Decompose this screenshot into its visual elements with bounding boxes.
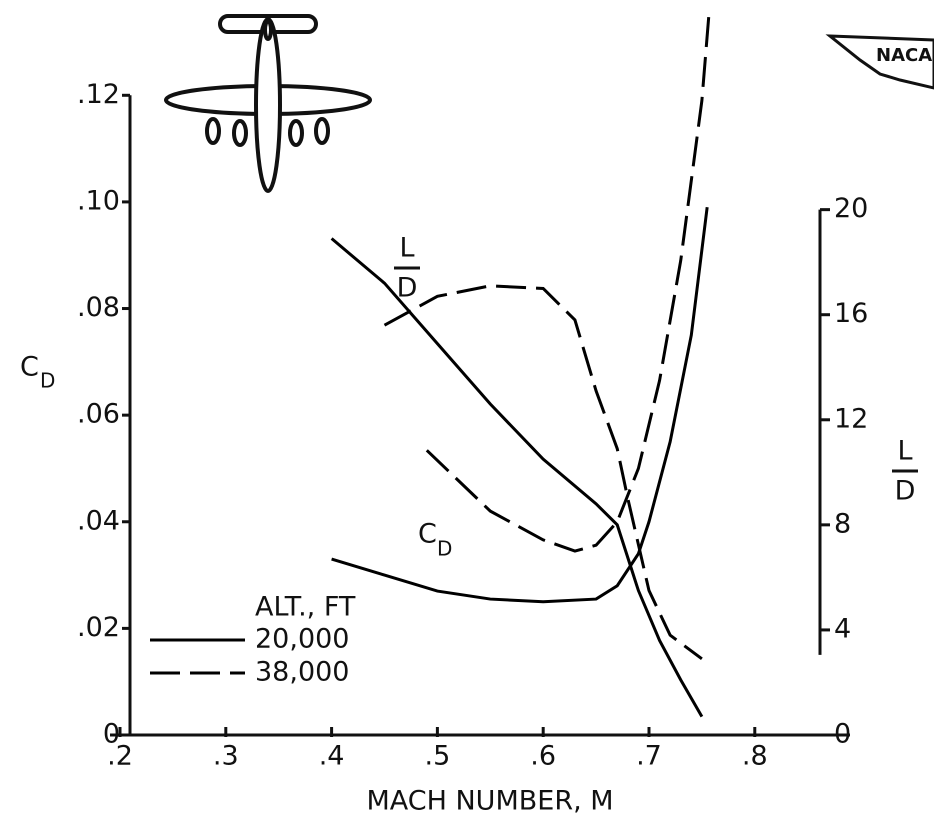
- x-tick-label: .7: [636, 741, 662, 772]
- y-tick-label: .08: [77, 292, 120, 323]
- y-tick-label: 0: [103, 719, 120, 750]
- x-tick-label: .3: [213, 741, 239, 772]
- y2-tick-label: 16: [834, 298, 868, 329]
- y2-tick-label: 8: [834, 508, 851, 539]
- x-tick-label: .8: [742, 741, 768, 772]
- annotation-cd-sub: D: [437, 537, 452, 561]
- legend-title: ALT., FT: [255, 592, 356, 623]
- x-tick-label: .6: [530, 741, 556, 772]
- annotation-cd: C: [418, 519, 437, 550]
- ld-curve: [383, 284, 703, 661]
- cd-curve: [425, 9, 711, 553]
- naca-logo: NACA: [825, 34, 934, 90]
- y-tick-label: .10: [77, 185, 120, 216]
- y2-axis-label-num: L: [897, 436, 912, 467]
- x-tick-label: .2: [107, 741, 133, 772]
- y-axis-label: C: [20, 352, 39, 383]
- y-tick-label: .04: [77, 505, 120, 536]
- x-axis-label: MACH NUMBER, M: [366, 786, 613, 817]
- annotation-ld-den: D: [397, 273, 418, 304]
- legend-label: 38,000: [255, 657, 349, 688]
- x-tick-label: .4: [319, 741, 345, 772]
- y-tick-label: .12: [77, 79, 120, 110]
- cd-curve: [331, 207, 709, 604]
- y2-tick-label: 20: [834, 193, 868, 224]
- y-tick-label: .02: [77, 612, 120, 643]
- annotation-ld-num: L: [399, 233, 414, 264]
- y-tick-label: .06: [77, 399, 120, 430]
- legend-label: 20,000: [255, 624, 349, 655]
- logo-text: NACA: [876, 45, 932, 66]
- y2-tick-label: 0: [834, 719, 851, 750]
- y2-axis-label-den: D: [895, 476, 916, 507]
- y2-tick-label: 4: [834, 613, 851, 644]
- airplane-icon: [164, 14, 372, 193]
- ld-curve: [330, 237, 704, 718]
- x-tick-label: .5: [425, 741, 451, 772]
- y2-tick-label: 12: [834, 403, 868, 434]
- y-axis-label-sub: D: [40, 369, 55, 393]
